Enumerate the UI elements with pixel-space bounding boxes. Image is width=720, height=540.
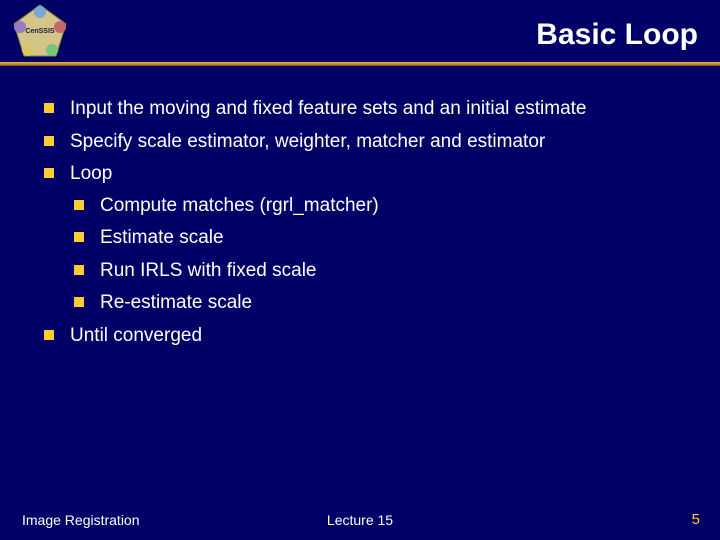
sub-bullet-item: Estimate scale [70,224,690,252]
slide-footer: Image Registration Lecture 15 5 [0,504,720,528]
slide-title: Basic Loop [536,18,698,52]
sub-bullet-list: Compute matches (rgrl_matcher) Estimate … [70,192,690,317]
bullet-item: Specify scale estimator, weighter, match… [42,128,690,156]
slide-content: Input the moving and fixed feature sets … [42,95,690,354]
bullet-text: Loop [70,163,112,184]
slide-header: CenSSIS Basic Loop [0,0,720,68]
footer-center-text: Lecture 15 [327,512,393,528]
footer-left-text: Image Registration [22,512,140,528]
sub-bullet-item: Run IRLS with fixed scale [70,257,690,285]
logo-text: CenSSIS [25,28,55,35]
bullet-item: Loop Compute matches (rgrl_matcher) Esti… [42,160,690,317]
page-number: 5 [692,511,700,528]
sub-bullet-item: Compute matches (rgrl_matcher) [70,192,690,220]
bullet-item: Until converged [42,322,690,350]
bullet-list: Input the moving and fixed feature sets … [42,95,690,349]
logo-badge: CenSSIS [10,2,70,62]
sub-bullet-item: Re-estimate scale [70,289,690,317]
header-divider [0,62,720,66]
bullet-item: Input the moving and fixed feature sets … [42,95,690,123]
